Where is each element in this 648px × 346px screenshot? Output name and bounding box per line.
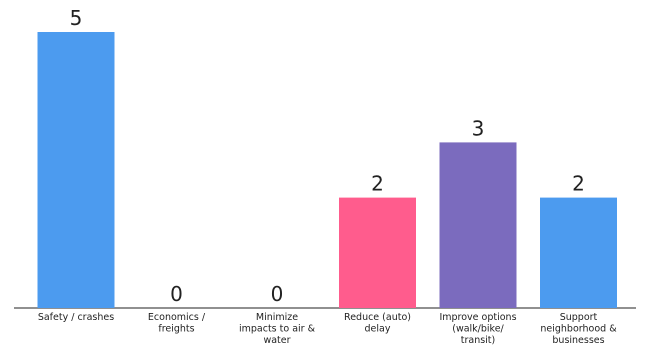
bars-group [37,32,617,308]
value-labels-group: 5 0 0 2 3 2 [70,6,585,306]
bar-0 [37,32,115,308]
category-label-3: Reduce (auto) delay [344,312,411,335]
bar-4 [439,142,517,308]
value-label-3: 2 [371,172,384,196]
value-label-1: 0 [170,282,183,306]
value-label-5: 2 [572,172,585,196]
category-label-2: Minimize impacts to air & water [239,312,316,346]
value-label-0: 5 [70,6,83,30]
category-label-5: Support neighborhood & businesses [540,312,617,346]
category-label-0: Safety / crashes [38,312,114,323]
value-label-4: 3 [472,116,485,140]
category-label-1: Economics / freights [148,312,206,335]
category-label-4: Improve options (walk/bike/transit) [439,312,516,346]
bar-3 [339,197,416,308]
bar-5 [540,197,617,308]
category-labels-group: Safety / crashes Economics / freights Minim… [38,312,617,346]
value-label-2: 0 [271,282,284,306]
